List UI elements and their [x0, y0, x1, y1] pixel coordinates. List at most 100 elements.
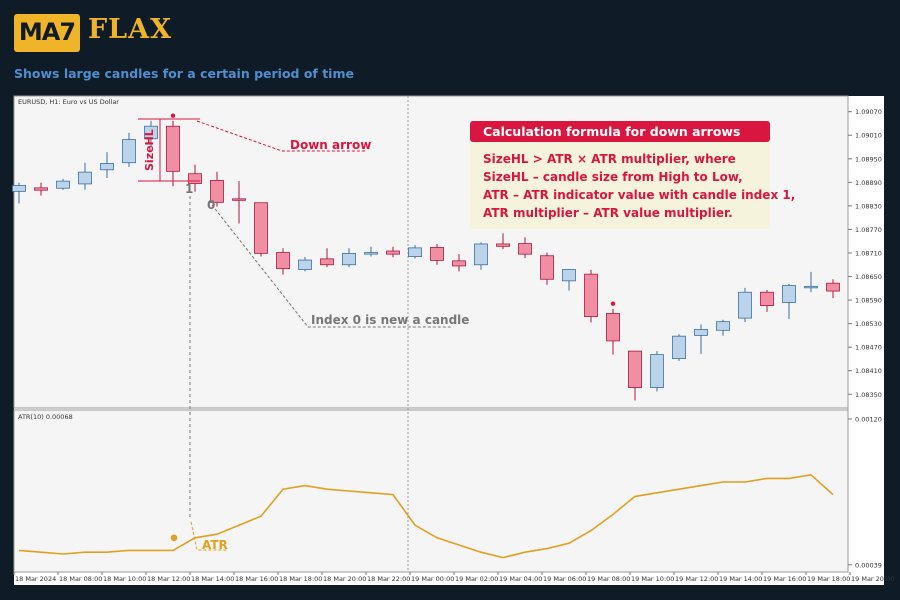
- candle: [782, 283, 796, 319]
- price-tick-label: 1.08590: [855, 297, 882, 305]
- candle: [34, 182, 48, 196]
- candle-body: [78, 171, 92, 185]
- candle-body: [694, 329, 708, 336]
- brand-name: FLAX: [88, 14, 173, 45]
- candle-body: [232, 198, 246, 201]
- price-tick-label: 1.08410: [855, 367, 882, 375]
- candle-body: [562, 269, 576, 282]
- candle: [826, 279, 840, 299]
- candle-layer: [12, 113, 840, 401]
- candle-body: [474, 243, 488, 266]
- candle-body: [100, 163, 114, 171]
- candle-body: [804, 285, 818, 289]
- atr-tick-label: 0.00120: [855, 416, 882, 424]
- candle-body: [276, 252, 290, 270]
- candle: [562, 269, 576, 291]
- time-tick-label: 18 Mar 10:00: [103, 575, 146, 583]
- candle: [386, 246, 400, 258]
- candle-body: [12, 185, 26, 192]
- candle: [628, 350, 642, 401]
- price-tick-label: 1.08950: [855, 155, 882, 163]
- candle: [408, 245, 422, 259]
- candle: [320, 248, 334, 268]
- candle: [276, 248, 290, 275]
- candle: [342, 248, 356, 268]
- candle-body: [188, 173, 202, 184]
- atr-signal-point: [170, 534, 178, 542]
- time-tick-label: 19 Mar 08:00: [587, 575, 630, 583]
- down-arrow-leader: [196, 120, 366, 152]
- price-tick-label: 1.08470: [855, 344, 882, 352]
- candle: [694, 324, 708, 354]
- time-tick-label: 19 Mar 14:00: [719, 575, 762, 583]
- index-0-label: 0: [207, 198, 215, 212]
- time-tick-label: 18 Mar 12:00: [147, 575, 190, 583]
- candle-body: [672, 335, 686, 359]
- time-tick-label: 19 Mar 12:00: [675, 575, 718, 583]
- candle-body: [650, 354, 664, 388]
- new-candle-leader: [211, 204, 451, 328]
- candle-body: [254, 202, 268, 254]
- sizehl-annotation: SizeHL: [138, 118, 200, 182]
- time-tick-label: 19 Mar 10:00: [631, 575, 674, 583]
- down-arrow-marker: [610, 301, 616, 306]
- candle-body: [144, 125, 158, 140]
- time-tick-label: 19 Mar 18:00: [807, 575, 850, 583]
- candle: [100, 152, 114, 179]
- time-tick-label: 19 Mar 02:00: [455, 575, 498, 583]
- candle-body: [738, 291, 752, 319]
- candle-body: [34, 187, 48, 191]
- candle: [452, 254, 466, 272]
- time-tick-label: 19 Mar 04:00: [499, 575, 542, 583]
- candle-body: [430, 247, 444, 261]
- price-tick-label: 1.08890: [855, 179, 882, 187]
- candle-body: [298, 259, 312, 270]
- formula-header: Calculation formula for down arrows: [470, 121, 770, 142]
- candle-body: [342, 252, 356, 266]
- atr-line: [18, 473, 834, 559]
- formula-title: Calculation formula for down arrows: [483, 124, 741, 139]
- price-tick-label: 1.08830: [855, 202, 882, 210]
- atr-annotation-label: ATR: [202, 538, 228, 552]
- candle: [78, 162, 92, 190]
- symbol-label: EURUSD, H1: Euro vs US Dollar: [18, 98, 119, 106]
- candle: [298, 256, 312, 272]
- time-tick-label: 18 Mar 20:00: [323, 575, 366, 583]
- candle: [606, 308, 620, 355]
- price-tick-label: 1.09010: [855, 132, 882, 140]
- brand-badge: MA7: [14, 14, 80, 52]
- candle-body: [826, 282, 840, 292]
- price-tick-label: 1.08650: [855, 273, 882, 281]
- candle-body: [518, 243, 532, 255]
- candle-body: [210, 179, 224, 203]
- candle-body: [782, 285, 796, 303]
- brand-badge-text: MA7: [18, 18, 76, 46]
- down-arrow-marker: [170, 113, 176, 118]
- candle: [144, 120, 158, 148]
- candle: [188, 164, 202, 192]
- candle-body: [364, 252, 378, 255]
- candle-body: [716, 321, 730, 331]
- candle: [804, 271, 818, 293]
- candle-body: [496, 243, 510, 247]
- candle-body: [320, 258, 334, 266]
- price-tick-label: 1.08770: [855, 226, 882, 234]
- price-tick-label: 1.08530: [855, 320, 882, 328]
- time-tick-label: 18 Mar 22:00: [367, 575, 410, 583]
- candle-body: [56, 180, 70, 189]
- candle: [496, 233, 510, 250]
- price-tick-label: 1.08710: [855, 249, 882, 257]
- candle: [518, 237, 532, 259]
- candle-body: [452, 260, 466, 267]
- candle: [122, 132, 136, 168]
- candle-body: [166, 125, 180, 172]
- time-tick-label: 19 Mar 16:00: [763, 575, 806, 583]
- candle: [210, 171, 224, 207]
- index-1-label: 1: [185, 182, 193, 196]
- candle-body: [584, 273, 598, 317]
- atr-layer: [18, 473, 834, 559]
- formula-line-4: ATR multiplier – ATR value multiplier.: [483, 206, 733, 220]
- candle: [232, 181, 246, 224]
- formula-line-1: SizeHL > ATR × ATR multiplier, where: [483, 152, 736, 166]
